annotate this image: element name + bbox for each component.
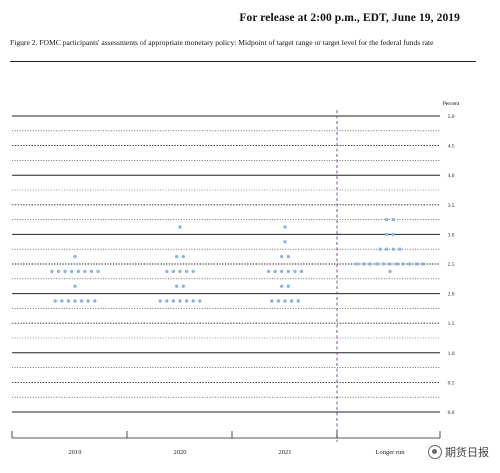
x-axis: 2019 2020 2021 Longer run (11, 431, 441, 456)
dot-point (280, 269, 284, 274)
y-tick-label: 4.5 (448, 144, 455, 150)
release-header: For release at 2:00 p.m., EDT, June 19, … (239, 12, 460, 24)
dot-point (398, 247, 402, 251)
watermark: 期货日报 (425, 443, 492, 461)
dot-point (381, 262, 386, 266)
dot-point (56, 269, 61, 274)
dot-point (184, 299, 189, 303)
dot-point (391, 232, 395, 237)
dot-point (299, 269, 304, 274)
dot-series (50, 217, 425, 303)
y-tick-label: 2.0 (448, 292, 455, 298)
dot-point (296, 299, 300, 303)
dot-point (178, 269, 182, 274)
dot-point (355, 262, 359, 266)
dot-point (280, 254, 284, 259)
dot-point (79, 299, 84, 303)
dot-point (191, 269, 195, 274)
dot-point (86, 299, 90, 303)
dot-point (270, 299, 274, 303)
y-tick-label: 3.0 (448, 232, 455, 238)
y-tick-label: 1.0 (448, 351, 455, 357)
dot-point (375, 262, 379, 266)
dot-point (378, 247, 382, 251)
dot-point (273, 269, 277, 274)
dot-point (283, 240, 287, 244)
y-tick-label: 4.0 (448, 173, 455, 179)
dot-point (394, 262, 399, 266)
dot-point (165, 269, 169, 274)
dot-point (73, 299, 77, 303)
grid-lines (12, 110, 440, 442)
dot-point (276, 299, 281, 303)
dot-point (385, 217, 389, 222)
dot-point (181, 284, 185, 288)
y-tick-label: 0.0 (448, 410, 455, 416)
dot-point (63, 269, 67, 274)
y-axis-title: Percent (443, 101, 460, 107)
dot-point (198, 299, 202, 303)
dot-point (286, 254, 290, 259)
x-tick-label: 2020 (174, 449, 187, 456)
dot-point (171, 269, 176, 274)
dot-point (165, 299, 169, 303)
dot-point (50, 269, 54, 274)
x-tick-label: 2019 (69, 449, 82, 456)
dot-point (89, 269, 94, 274)
y-tick-label: 1.5 (448, 321, 455, 327)
dot-point (66, 299, 71, 303)
dot-point (191, 299, 195, 303)
dot-point (388, 262, 392, 266)
dot-point (283, 225, 287, 229)
dot-point (53, 299, 57, 303)
dot-point (83, 269, 87, 274)
dot-point (361, 262, 366, 266)
dot-point (73, 254, 77, 259)
x-tick-label: Longer run (375, 449, 405, 456)
dot-point (178, 299, 182, 303)
dot-point (70, 269, 74, 274)
dot-point (391, 247, 395, 251)
dot-point (178, 225, 182, 229)
dot-point (385, 232, 389, 237)
dot-point (93, 299, 97, 303)
wechat-logo-icon (428, 445, 442, 459)
y-axis-labels: 5.0 4.5 4.0 3.5 3.0 2.5 2.0 1.5 1.0 0.5 0.0 (448, 114, 455, 416)
y-tick-label: 5.0 (448, 114, 455, 120)
x-tick-label: 2021 (279, 449, 292, 456)
dot-point (391, 217, 395, 222)
y-tick-label: 2.5 (448, 262, 455, 268)
caption-divider (10, 61, 476, 62)
dot-point (76, 269, 81, 274)
dot-point (421, 262, 425, 266)
dot-point (184, 269, 189, 274)
dot-point (60, 299, 64, 303)
y-tick-label: 3.5 (448, 203, 455, 209)
dot-point (175, 254, 179, 259)
dot-point (401, 262, 405, 266)
dot-point (293, 269, 297, 274)
dot-point (266, 269, 271, 274)
dot-point (96, 269, 100, 274)
dot-point (388, 269, 392, 274)
dot-point (181, 254, 185, 259)
dot-point (286, 284, 290, 288)
dot-point (171, 299, 176, 303)
dot-point (408, 262, 412, 266)
dot-point (280, 284, 284, 288)
watermark-text: 期货日报 (445, 446, 489, 459)
dot-point (283, 299, 287, 303)
dot-point (286, 269, 290, 274)
dot-point (385, 247, 389, 251)
figure-caption: Figure 2. FOMC participants' assessments… (10, 38, 434, 47)
y-tick-label: 0.5 (448, 380, 455, 386)
dot-point (73, 284, 77, 288)
dot-point (289, 299, 294, 303)
dot-point (414, 262, 419, 266)
dot-point (368, 262, 372, 266)
dot-point (175, 284, 179, 288)
dot-point (158, 299, 162, 303)
